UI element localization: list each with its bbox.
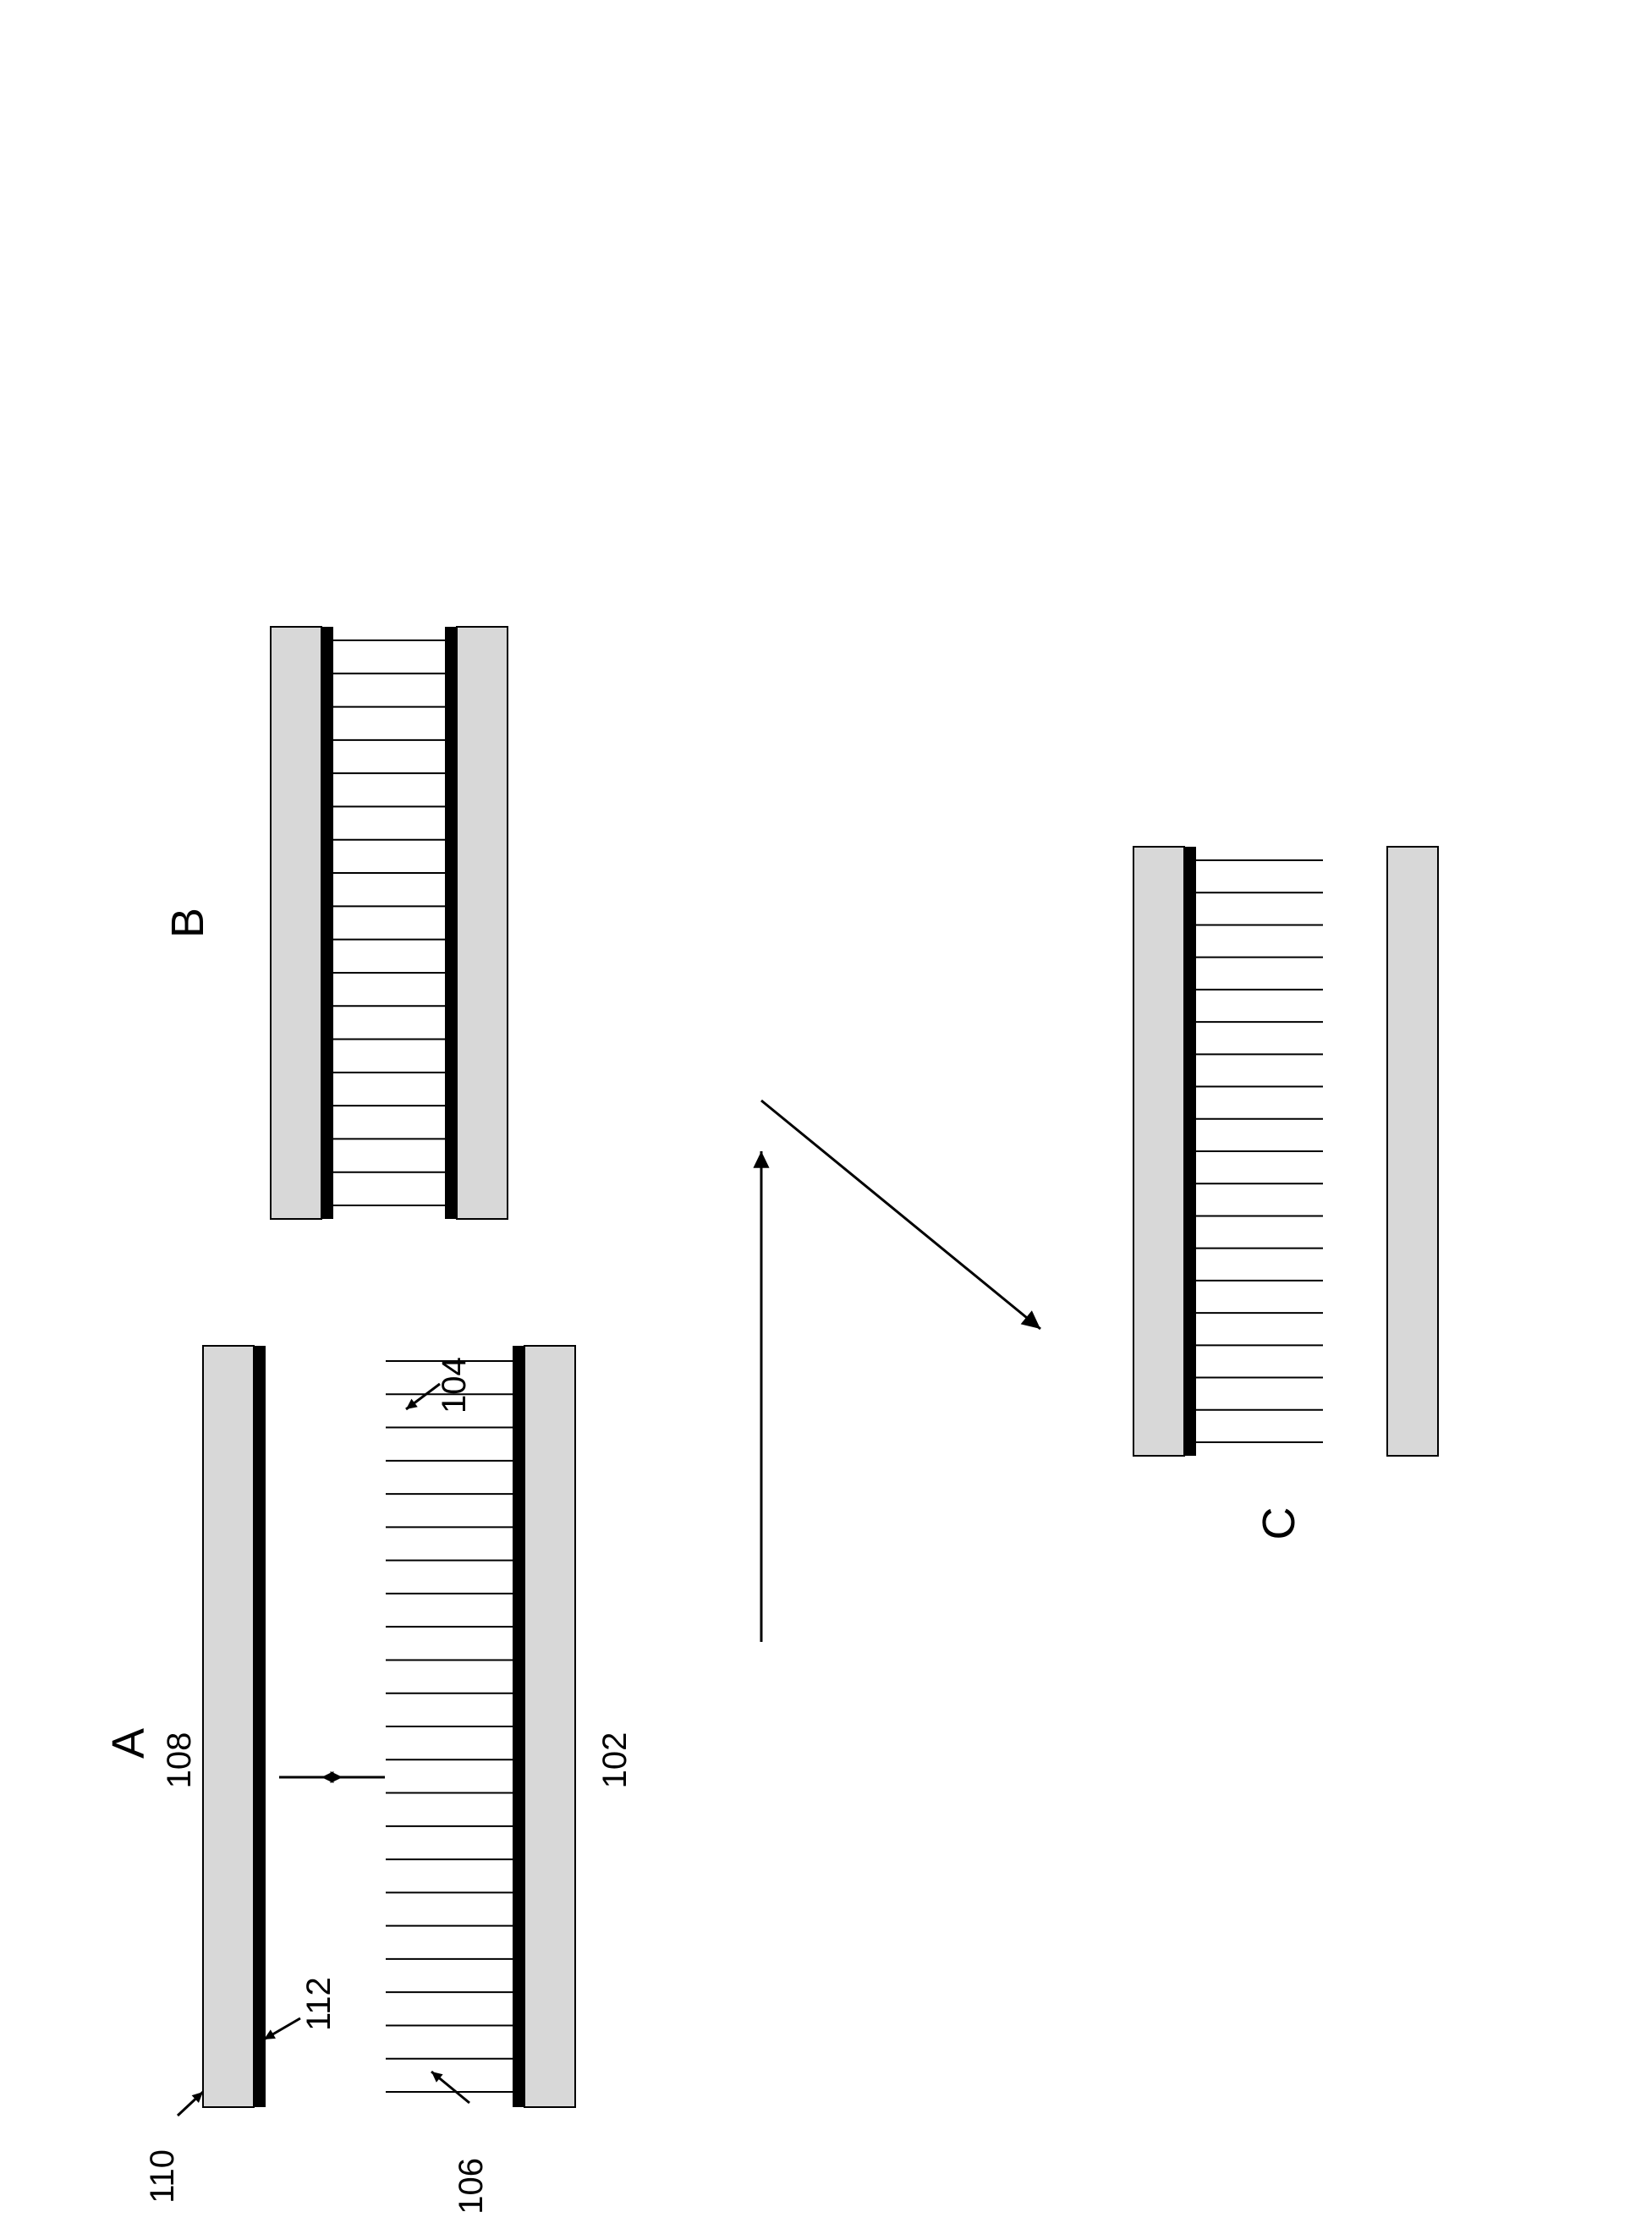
label: 106 — [453, 2158, 490, 2215]
substrate-bar — [1387, 847, 1438, 1456]
coating-strip — [1184, 847, 1196, 1456]
substrate-bar — [1133, 847, 1184, 1456]
arrow-head — [321, 1771, 333, 1783]
label: 110 — [144, 2149, 181, 2204]
label: 112 — [300, 1977, 338, 2031]
arrow — [761, 1101, 1040, 1329]
label: A — [103, 1728, 154, 1759]
coating-strip — [321, 627, 333, 1219]
label: 104 — [436, 1357, 473, 1413]
substrate-bar — [457, 627, 508, 1219]
coating-strip — [513, 1346, 524, 2107]
coating-strip — [445, 627, 457, 1219]
label: 102 — [596, 1732, 634, 1789]
label: C — [1254, 1507, 1304, 1540]
substrate-bar — [203, 1346, 254, 2107]
arrow-head — [1021, 1310, 1040, 1329]
arrow-head — [753, 1151, 769, 1168]
coating-strip — [254, 1346, 266, 2107]
substrate-bar — [271, 627, 321, 1219]
label: B — [162, 908, 213, 938]
label: 108 — [161, 1732, 198, 1789]
substrate-bar — [524, 1346, 575, 2107]
